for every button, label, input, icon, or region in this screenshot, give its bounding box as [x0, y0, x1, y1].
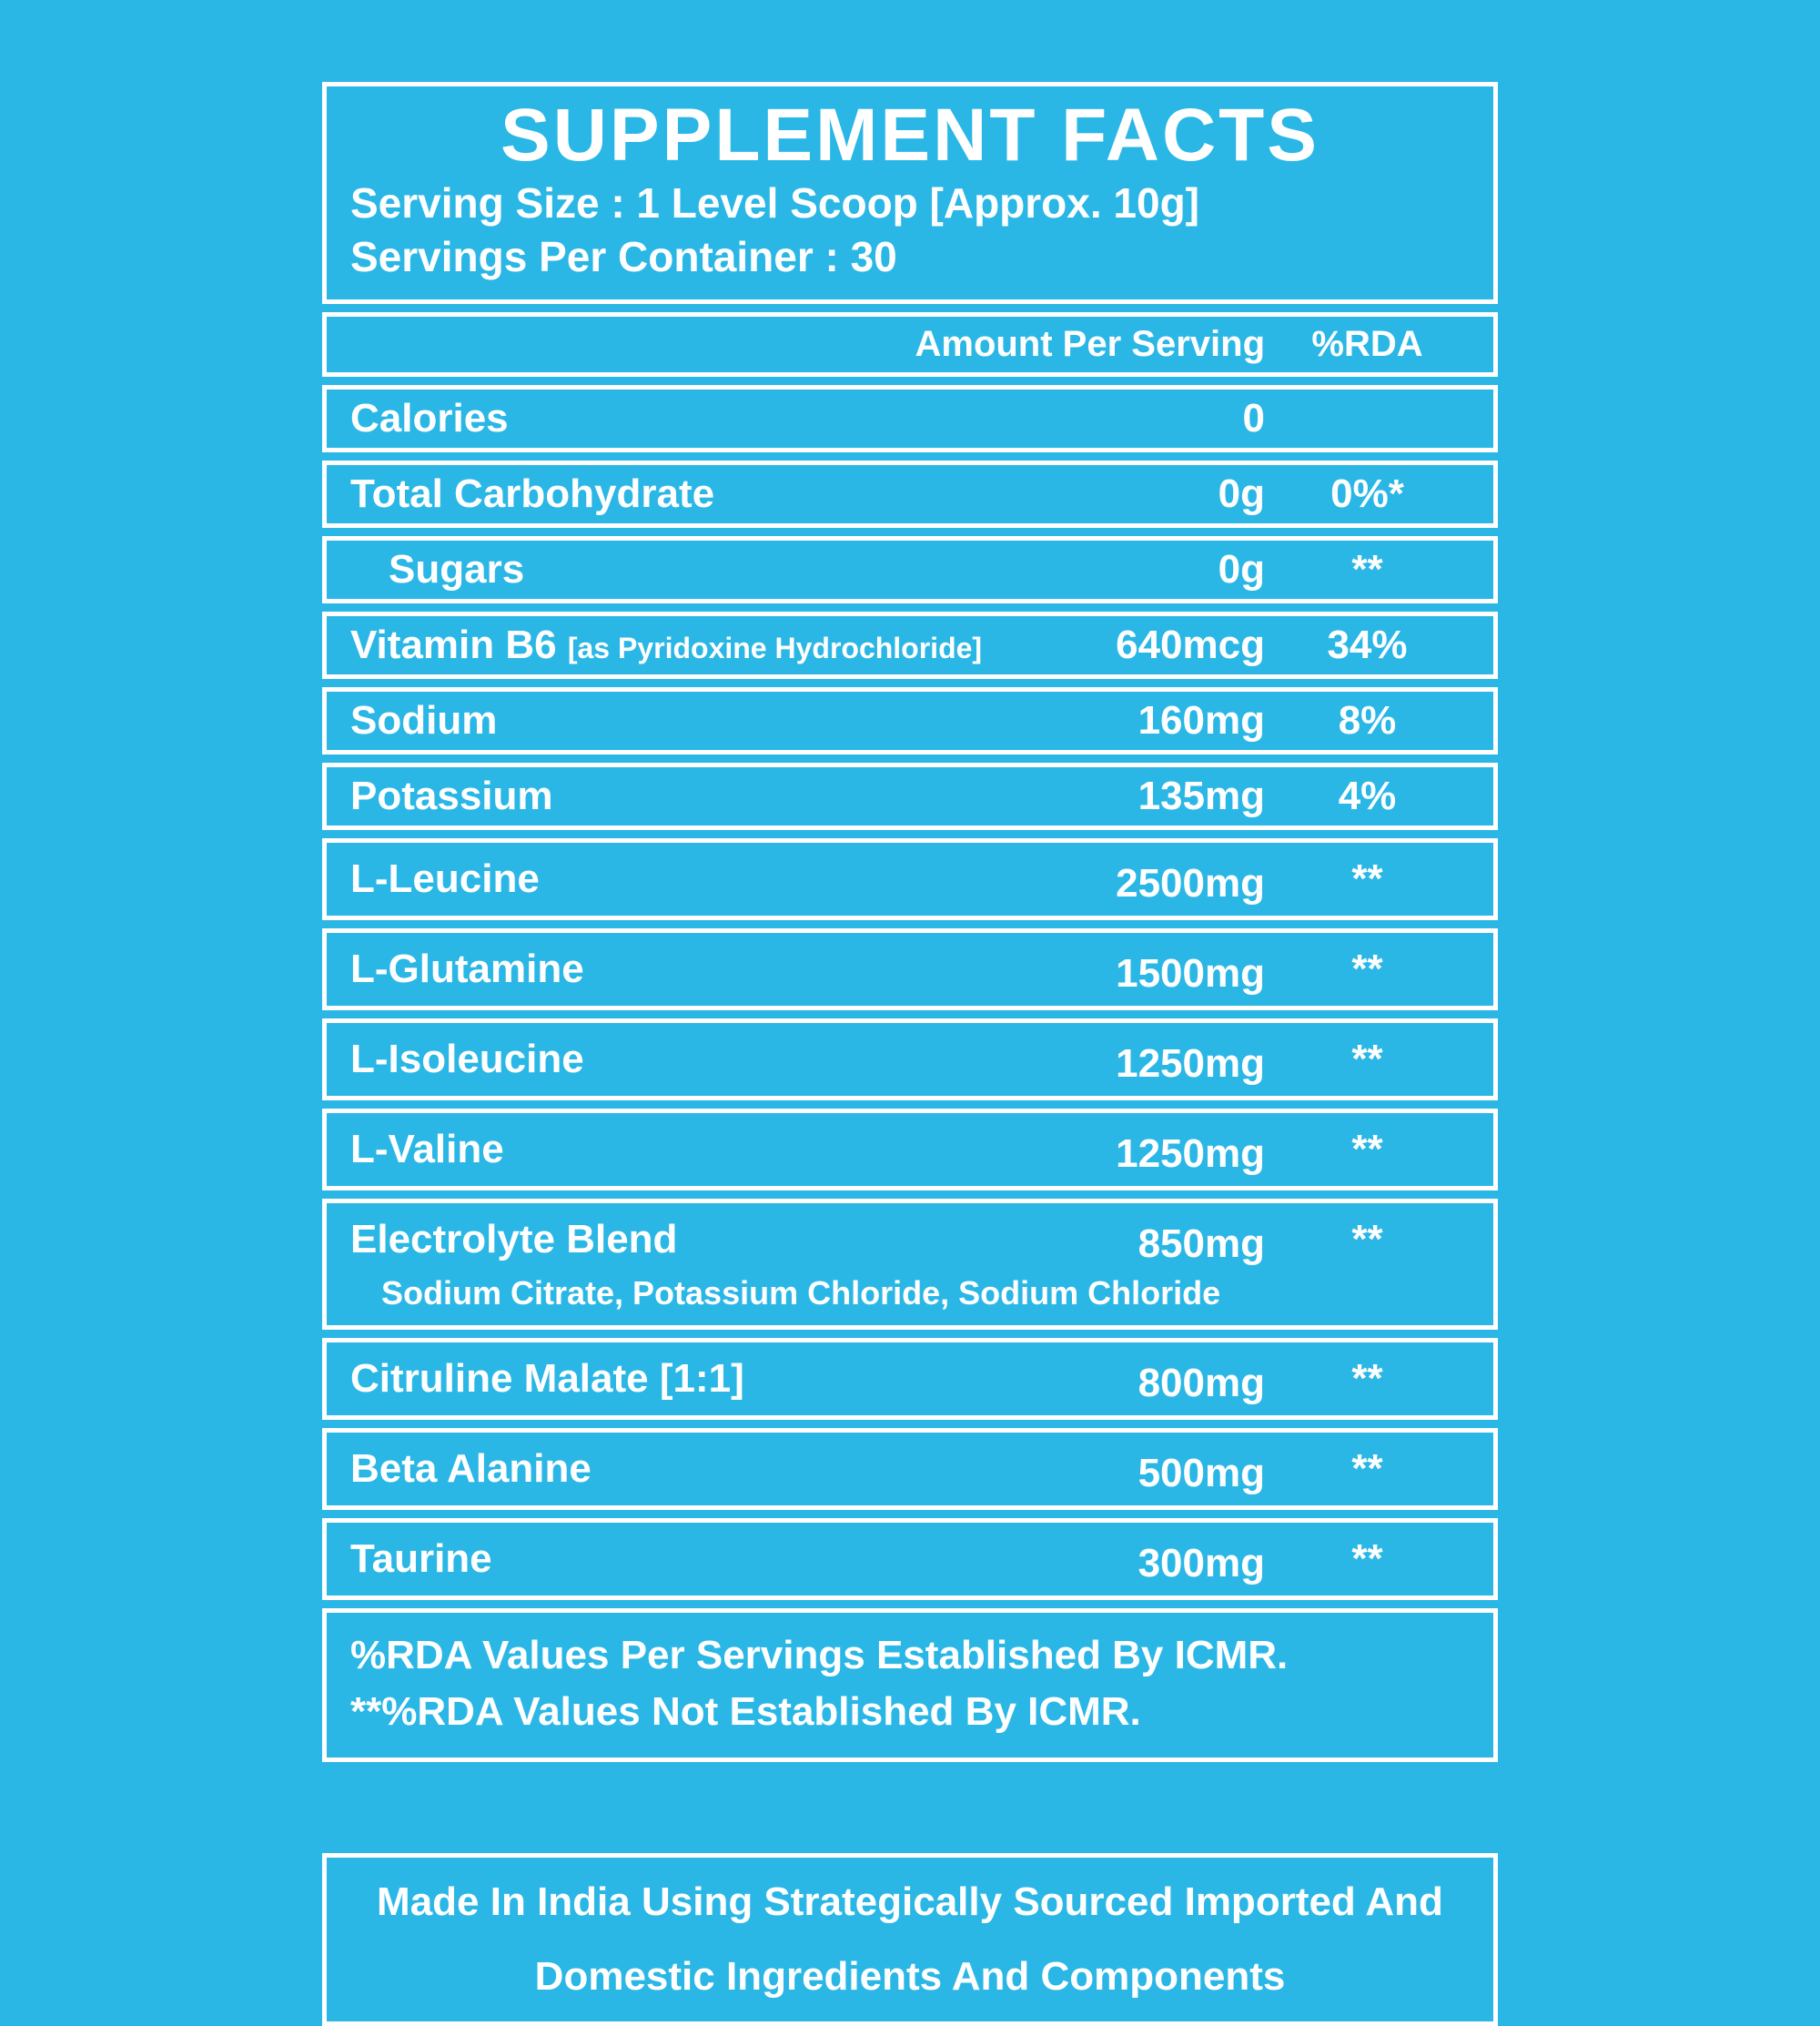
nutrient-row: L-Leucine 2500mg **	[322, 838, 1498, 921]
nutrient-amount: 0g	[1218, 547, 1265, 593]
nutrient-name: Sugars	[389, 547, 525, 593]
rda-header: %RDA	[1311, 324, 1423, 365]
nutrient-row: Electrolyte Blend 850mg ** Sodium Citrat…	[322, 1199, 1498, 1331]
nutrient-rda: 8%	[1338, 698, 1397, 744]
nutrient-amount: 640mcg	[1116, 623, 1265, 668]
nutrient-amount: 800mg	[1138, 1361, 1265, 1406]
footnote-rda-not-established: **%RDA Values Not Established By ICMR.	[350, 1688, 1141, 1734]
nutrient-row-line: L-Glutamine 1500mg **	[327, 933, 1493, 1006]
nutrient-row: Calories 0	[322, 385, 1498, 453]
nutrient-row-line: Vitamin B6 [as Pyridoxine Hydrochloride]…	[327, 616, 1493, 674]
nutrient-amount: 135mg	[1138, 774, 1265, 819]
nutrient-name: Taurine	[350, 1536, 492, 1582]
nutrient-row-line: Sodium 160mg 8%	[327, 692, 1493, 750]
nutrient-row: L-Isoleucine 1250mg **	[322, 1018, 1498, 1101]
nutrient-row-line: L-Valine 1250mg **	[327, 1113, 1493, 1186]
nutrient-row-line: Calories 0	[327, 390, 1493, 448]
nutrient-name: L-Isoleucine	[350, 1037, 584, 1082]
footnote-rda-established: %RDA Values Per Servings Established By …	[350, 1633, 1289, 1678]
nutrient-rda: **	[1351, 1037, 1383, 1082]
nutrient-row: Sugars 0g **	[322, 536, 1498, 604]
nutrient-row: Total Carbohydrate 0g 0%*	[322, 461, 1498, 529]
nutrient-row: Citruline Malate [1:1] 800mg **	[322, 1338, 1498, 1421]
nutrient-row-line: Taurine 300mg **	[327, 1523, 1493, 1595]
footnotes-box: %RDA Values Per Servings Established By …	[322, 1608, 1498, 1763]
servings-per-container-line: Servings Per Container : 30	[350, 233, 897, 281]
nutrient-name: Sodium	[350, 698, 498, 744]
nutrient-row: L-Glutamine 1500mg **	[322, 928, 1498, 1011]
nutrient-row-line: L-Leucine 2500mg **	[327, 843, 1493, 916]
nutrient-row: L-Valine 1250mg **	[322, 1109, 1498, 1191]
nutrient-rda: **	[1351, 1446, 1383, 1492]
nutrient-name: Potassium	[350, 774, 553, 819]
nutrient-name: Electrolyte Blend	[350, 1217, 678, 1262]
nutrient-row: Sodium 160mg 8%	[322, 687, 1498, 755]
nutrient-amount: 1250mg	[1116, 1041, 1265, 1087]
supplement-facts-panel: SUPPLEMENT FACTS Serving Size : 1 Level …	[322, 0, 1498, 1763]
nutrient-row-line: Sugars 0g **	[327, 541, 1493, 599]
nutrient-row-line: Potassium 135mg 4%	[327, 767, 1493, 826]
nutrient-amount: 2500mg	[1116, 861, 1265, 907]
nutrient-rows: Calories 0 Total Carbohydrate 0g 0%* Sug…	[322, 385, 1498, 1601]
made-in-india-box: Made In India Using Strategically Source…	[322, 1853, 1498, 2026]
amount-per-serving-header: Amount Per Serving	[915, 324, 1265, 365]
nutrient-name: L-Leucine	[350, 856, 540, 902]
nutrient-amount: 0g	[1218, 471, 1265, 517]
serving-size-line: Serving Size : 1 Level Scoop [Approx. 10…	[350, 178, 1200, 227]
nutrient-name: Calories	[350, 396, 509, 441]
nutrient-row-line: Electrolyte Blend 850mg **	[327, 1203, 1493, 1276]
nutrient-amount: 850mg	[1138, 1221, 1265, 1267]
nutrient-amount: 1250mg	[1116, 1131, 1265, 1177]
nutrient-amount: 0	[1242, 396, 1265, 441]
made-in-india-line-1: Made In India Using Strategically Source…	[377, 1879, 1443, 1925]
nutrient-row: Potassium 135mg 4%	[322, 763, 1498, 831]
nutrient-rda: **	[1351, 1127, 1383, 1172]
nutrient-row: Taurine 300mg **	[322, 1518, 1498, 1601]
nutrient-rda: 0%*	[1330, 471, 1404, 517]
nutrient-subtext: Sodium Citrate, Potassium Chloride, Sodi…	[381, 1274, 1221, 1312]
header-box: SUPPLEMENT FACTS Serving Size : 1 Level …	[322, 82, 1498, 305]
nutrient-row: Vitamin B6 [as Pyridoxine Hydrochloride]…	[322, 612, 1498, 680]
nutrient-row-line: Total Carbohydrate 0g 0%*	[327, 465, 1493, 523]
made-in-india-line-2: Domestic Ingredients And Components	[534, 1954, 1286, 2000]
nutrient-amount: 1500mg	[1116, 951, 1265, 997]
nutrient-rda: 4%	[1338, 774, 1397, 819]
nutrient-row: Beta Alanine 500mg **	[322, 1428, 1498, 1511]
nutrient-row-line: Citruline Malate [1:1] 800mg **	[327, 1342, 1493, 1415]
nutrient-rda: 34%	[1327, 623, 1408, 668]
nutrient-amount: 300mg	[1138, 1541, 1265, 1586]
nutrient-row-line: Beta Alanine 500mg **	[327, 1433, 1493, 1505]
nutrient-amount: 160mg	[1138, 698, 1265, 744]
nutrient-name: Citruline Malate [1:1]	[350, 1356, 744, 1402]
nutrient-rda: **	[1351, 1217, 1383, 1262]
nutrient-name: Vitamin B6 [as Pyridoxine Hydrochloride]	[350, 623, 983, 668]
nutrient-rda: **	[1351, 1356, 1383, 1402]
page-title: SUPPLEMENT FACTS	[500, 94, 1320, 177]
nutrient-name: L-Valine	[350, 1127, 504, 1172]
nutrient-name: Total Carbohydrate	[350, 471, 715, 517]
nutrient-rda: **	[1351, 947, 1383, 992]
nutrient-rda: **	[1351, 547, 1383, 593]
nutrient-row-line: L-Isoleucine 1250mg **	[327, 1023, 1493, 1096]
nutrient-rda: **	[1351, 1536, 1383, 1582]
column-header-row: Amount Per Serving %RDA	[322, 312, 1498, 378]
nutrient-rda: **	[1351, 856, 1383, 902]
nutrient-name: L-Glutamine	[350, 947, 584, 992]
nutrient-name-note: [as Pyridoxine Hydrochloride]	[567, 632, 983, 665]
nutrient-name: Beta Alanine	[350, 1446, 592, 1492]
nutrient-amount: 500mg	[1138, 1451, 1265, 1496]
